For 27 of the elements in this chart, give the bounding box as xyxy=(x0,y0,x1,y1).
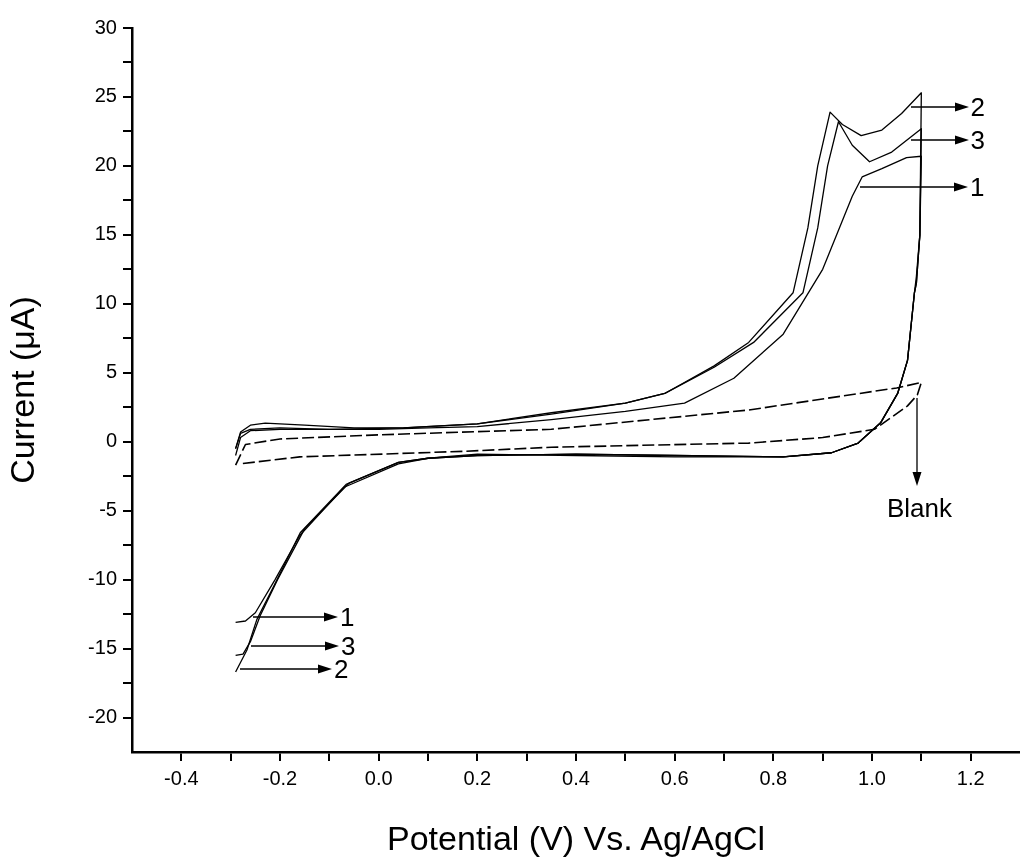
annotation: 1 xyxy=(970,172,985,202)
x-tick-label: 1.0 xyxy=(858,766,886,789)
x-tick-label: 0.6 xyxy=(660,766,689,789)
x-tick-label: -0.2 xyxy=(262,766,298,789)
x-tick-label: -0.4 xyxy=(164,766,199,789)
y-tick-label: 5 xyxy=(105,360,117,383)
y-tick-label: 10 xyxy=(94,291,117,314)
annotation: 1 xyxy=(340,602,355,632)
y-axis-title: Current (μA) xyxy=(2,296,41,484)
y-tick-label: 25 xyxy=(94,84,117,107)
x-tick-label: 0.8 xyxy=(759,766,788,789)
x-tick-label: 0.0 xyxy=(364,766,393,789)
x-tick-label: 0.2 xyxy=(463,766,492,789)
y-tick-label: 15 xyxy=(94,222,117,245)
annotation: 3 xyxy=(970,124,985,155)
x-tick-label: 1.2 xyxy=(956,766,985,789)
x-tick-label: 0.4 xyxy=(562,766,590,789)
y-tick-label: -20 xyxy=(88,705,117,728)
y-tick-label: -15 xyxy=(88,636,117,659)
y-tick-label: -10 xyxy=(88,567,117,590)
y-tick-label: 20 xyxy=(94,153,117,176)
y-tick-label: 30 xyxy=(94,15,117,38)
x-axis-title: Potential (V) Vs. Ag/AgCl xyxy=(387,818,765,857)
y-tick-label: 0 xyxy=(105,429,117,452)
annotation: 2 xyxy=(970,92,985,123)
y-tick-label: -5 xyxy=(99,498,117,521)
annotation: Blank xyxy=(887,493,953,523)
